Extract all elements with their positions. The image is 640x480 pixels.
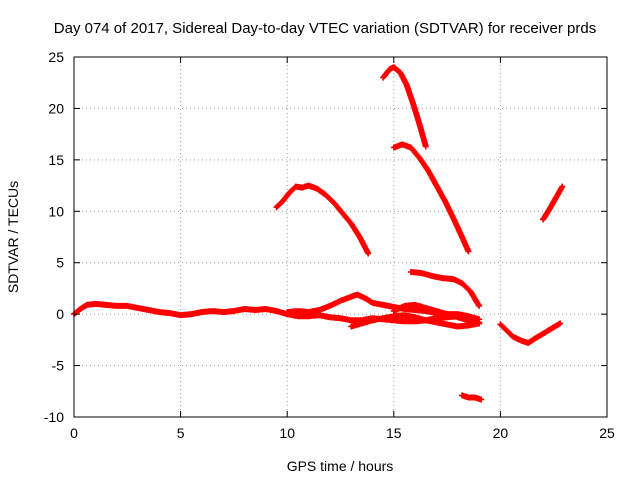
data-markers bbox=[459, 392, 485, 403]
x-tick-label: 5 bbox=[177, 425, 185, 441]
data-markers bbox=[273, 182, 372, 257]
data-markers bbox=[497, 320, 564, 346]
data-markers bbox=[71, 300, 280, 319]
x-tick-label: 0 bbox=[70, 425, 78, 441]
axis-ticks: 0 5 10 15 20 25 -10 -5 0 5 10 15 20 25 bbox=[44, 49, 615, 441]
series-arc-bump-15-19h bbox=[390, 301, 483, 327]
data-markers bbox=[407, 269, 483, 309]
x-axis-label: GPS time / hours bbox=[287, 458, 394, 474]
y-axis-label: SDTVAR / TECUs bbox=[5, 181, 21, 293]
y-tick-label: 10 bbox=[48, 203, 64, 219]
y-tick-label: 5 bbox=[56, 255, 64, 271]
chart-title: Day 074 of 2017, Sidereal Day-to-day VTE… bbox=[54, 20, 596, 37]
data-markers bbox=[540, 183, 566, 223]
data-markers bbox=[348, 312, 483, 330]
series-arc-9.5-13.8h bbox=[273, 182, 372, 257]
series-arc-dip-13-19h bbox=[348, 312, 483, 330]
x-tick-label: 25 bbox=[599, 425, 615, 441]
y-tick-label: 20 bbox=[48, 100, 64, 116]
x-tick-label: 20 bbox=[493, 425, 509, 441]
x-tick-label: 15 bbox=[386, 425, 402, 441]
series-arc-0-9.5h bbox=[71, 300, 280, 319]
grid bbox=[74, 57, 607, 417]
series-arc-22-23h bbox=[540, 183, 566, 223]
data-markers bbox=[380, 64, 429, 150]
data-markers bbox=[390, 141, 472, 255]
data-series bbox=[71, 64, 566, 403]
y-tick-label: 0 bbox=[56, 306, 64, 322]
series-arc-16-19h bbox=[407, 269, 483, 309]
x-tick-label: 10 bbox=[279, 425, 295, 441]
y-tick-label: -10 bbox=[44, 409, 64, 425]
series-arc-15-18.5h bbox=[390, 141, 472, 255]
plot-frame bbox=[73, 56, 608, 418]
series-arc-low-18-19h bbox=[459, 392, 485, 403]
y-tick-label: -5 bbox=[52, 358, 65, 374]
y-tick-label: 15 bbox=[48, 152, 64, 168]
y-tick-label: 25 bbox=[48, 49, 64, 65]
series-arc-14.5-16.5h bbox=[380, 64, 429, 150]
data-markers bbox=[390, 301, 483, 327]
series-arc-20-23h bbox=[497, 320, 564, 346]
